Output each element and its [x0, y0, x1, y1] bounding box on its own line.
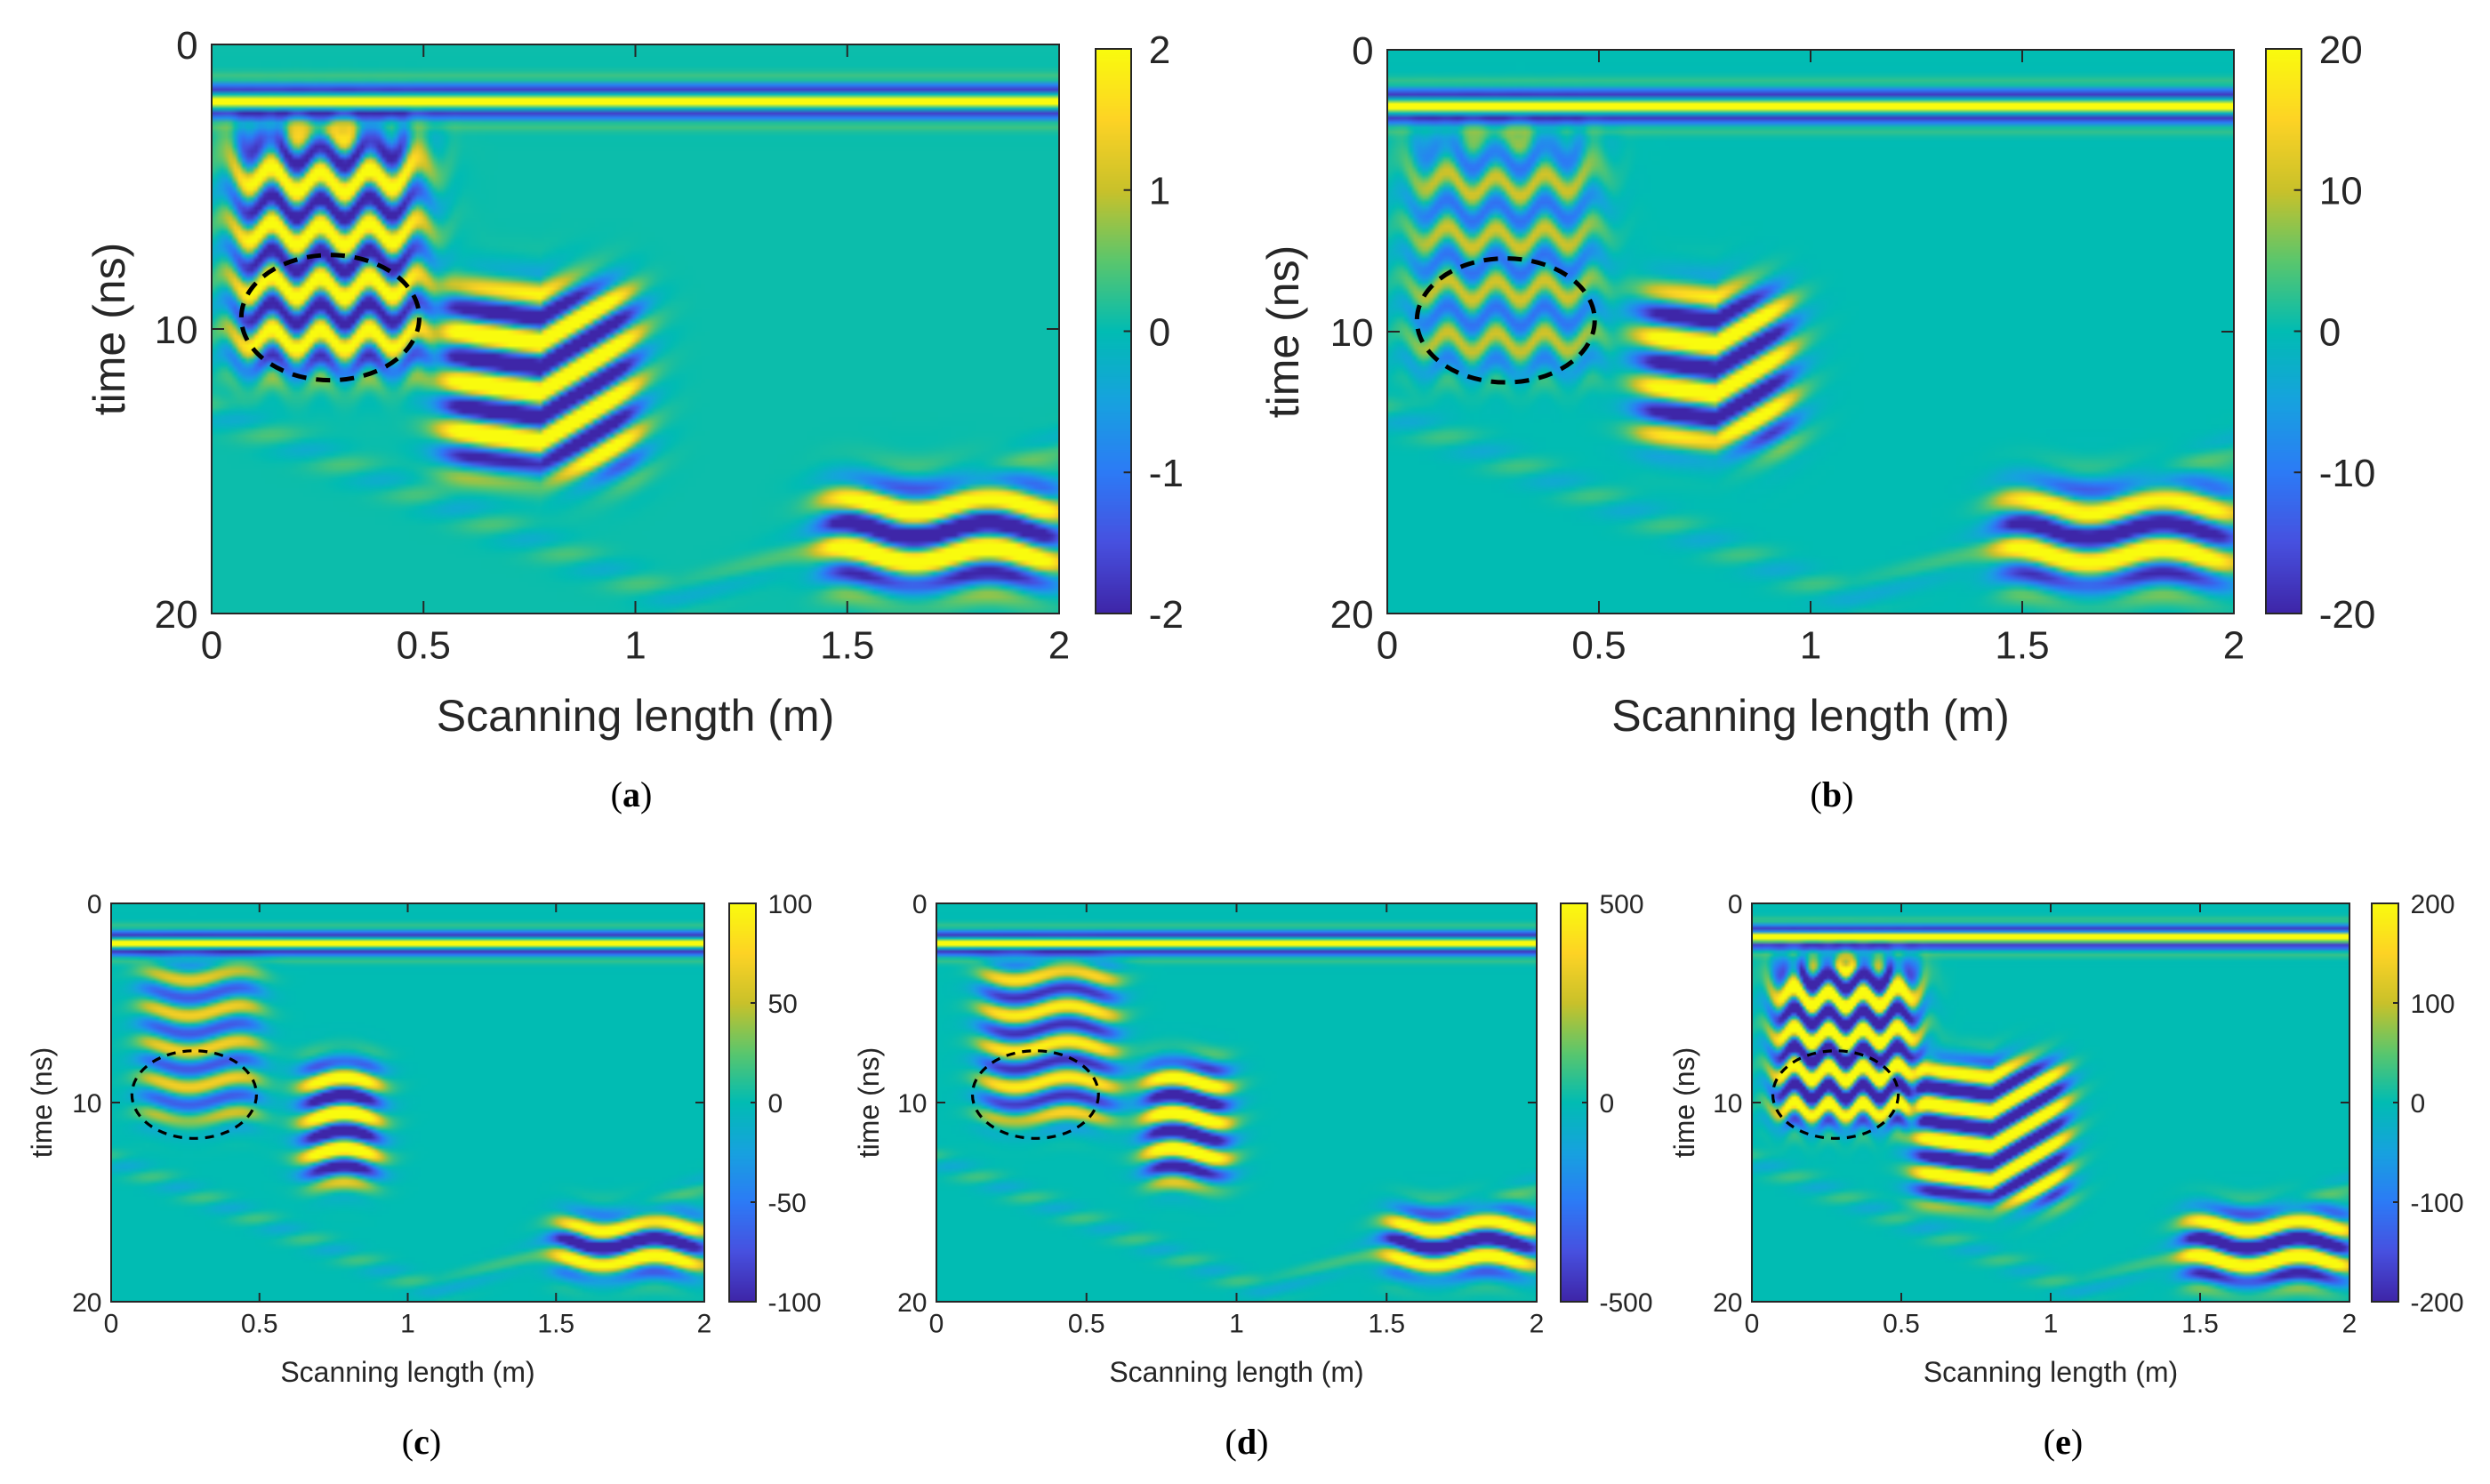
- y-tick-label: 20: [72, 1288, 101, 1318]
- x-tick-label: 1.5: [537, 1310, 574, 1339]
- colorbar-tick-label: -10: [2319, 452, 2376, 495]
- colorbar-tick-label: 0: [1600, 1089, 1615, 1119]
- colorbar-tick-label: -200: [2411, 1288, 2464, 1318]
- y-axis-label: time (ns): [1258, 245, 1308, 418]
- y-tick-label: 0: [1352, 29, 1373, 73]
- colorbar-tick-label: 0: [768, 1089, 783, 1119]
- y-tick-label: 10: [1330, 311, 1374, 355]
- ellipse-annotation-a: [238, 253, 422, 383]
- x-tick-label: 0: [201, 624, 222, 668]
- colorbar-tick-label: -500: [1600, 1288, 1653, 1318]
- x-tick-label: 0.5: [1883, 1310, 1920, 1339]
- caption-a: (a): [610, 774, 653, 814]
- x-tick-label: 1: [624, 624, 646, 668]
- x-tick-label: 0.5: [1571, 624, 1626, 668]
- colorbar-tick-label: -100: [2411, 1189, 2464, 1218]
- x-axis-label: Scanning length (m): [1611, 691, 2009, 741]
- caption-letter-a: a: [622, 774, 640, 814]
- x-axis-label: Scanning length (m): [437, 691, 834, 741]
- x-tick-label: 0.5: [241, 1310, 278, 1339]
- caption-letter-c: c: [414, 1422, 430, 1462]
- heatmap-b: [1387, 50, 2234, 614]
- x-tick-label: 2: [2223, 624, 2245, 668]
- colorbar-tick-label: -20: [2319, 593, 2376, 637]
- ellipse-annotation-d: [970, 1049, 1100, 1140]
- x-tick-label: 0.5: [1068, 1310, 1105, 1339]
- x-tick-label: 2: [1048, 624, 1070, 668]
- y-tick-label: 20: [897, 1288, 927, 1318]
- y-tick-label: 20: [1330, 593, 1374, 637]
- x-tick-label: 0: [104, 1310, 119, 1339]
- y-tick-label: 20: [1713, 1288, 1742, 1318]
- x-tick-label: 1: [1800, 624, 1821, 668]
- colorbar-tick-label: 2: [1149, 28, 1170, 72]
- y-tick-label: 10: [72, 1089, 101, 1119]
- caption-b: (b): [1810, 774, 1854, 814]
- x-tick-label: 1.5: [1368, 1310, 1405, 1339]
- y-axis-label: time (ns): [1668, 1047, 1700, 1158]
- colorbar-tick-label: 500: [1600, 890, 1644, 919]
- colorbar-tick-label: 50: [768, 990, 798, 1019]
- colorbar-tick-label: -1: [1149, 452, 1184, 495]
- heatmap-c: [111, 903, 704, 1302]
- y-tick-label: 0: [176, 24, 197, 68]
- x-tick-label: 0: [1745, 1310, 1760, 1339]
- y-tick-label: 20: [155, 593, 198, 637]
- x-tick-label: 0: [929, 1310, 944, 1339]
- x-tick-label: 2: [1530, 1310, 1545, 1339]
- y-tick-label: 0: [1728, 890, 1743, 919]
- caption-c: (c): [401, 1422, 442, 1462]
- ellipse-annotation-b: [1414, 256, 1597, 385]
- y-tick-label: 0: [87, 890, 102, 919]
- y-tick-label: 0: [912, 890, 928, 919]
- ellipse-annotation-c: [130, 1049, 259, 1140]
- x-tick-label: 1: [2044, 1310, 2059, 1339]
- x-tick-label: 1: [1229, 1310, 1244, 1339]
- colorbar-tick-label: 100: [2411, 990, 2455, 1019]
- caption-letter-d: d: [1236, 1422, 1257, 1462]
- colorbar-tick-label: 20: [2319, 28, 2363, 72]
- y-tick-label: 10: [155, 309, 198, 352]
- y-axis-label: time (ns): [26, 1047, 58, 1158]
- colorbar-tick-label: 100: [768, 890, 813, 919]
- x-tick-label: 1.5: [2181, 1310, 2219, 1339]
- heatmap-d: [936, 903, 1537, 1302]
- caption-letter-e: e: [2055, 1422, 2071, 1462]
- colorbar-tick-label: 0: [2411, 1089, 2426, 1119]
- caption-d: (d): [1225, 1422, 1269, 1462]
- x-tick-label: 1: [400, 1310, 415, 1339]
- colorbar-tick-label: 0: [2319, 310, 2341, 354]
- colorbar-tick-label: 10: [2319, 170, 2363, 213]
- colorbar-tick-label: -50: [768, 1189, 807, 1218]
- y-tick-label: 10: [897, 1089, 927, 1119]
- caption-e: (e): [2043, 1422, 2084, 1462]
- x-tick-label: 0.5: [397, 624, 451, 668]
- y-tick-label: 10: [1713, 1089, 1742, 1119]
- x-tick-label: 2: [2342, 1310, 2357, 1339]
- heatmap-a: [212, 44, 1059, 614]
- x-tick-label: 1.5: [1995, 624, 2049, 668]
- x-tick-label: 0: [1377, 624, 1398, 668]
- x-tick-label: 1.5: [820, 624, 874, 668]
- colorbar-tick-label: 200: [2411, 890, 2455, 919]
- colorbar-tick-label: 1: [1149, 170, 1170, 213]
- y-axis-label: time (ns): [84, 243, 134, 415]
- colorbar-tick-label: -100: [768, 1288, 822, 1318]
- heatmap-e: [1752, 903, 2349, 1302]
- x-tick-label: 2: [697, 1310, 712, 1339]
- x-axis-label: Scanning length (m): [1924, 1356, 2178, 1388]
- x-axis-label: Scanning length (m): [280, 1356, 534, 1388]
- caption-letter-b: b: [1821, 774, 1843, 814]
- ellipse-annotation-e: [1771, 1049, 1900, 1140]
- x-axis-label: Scanning length (m): [1109, 1356, 1363, 1388]
- colorbar-tick-label: -2: [1149, 593, 1184, 637]
- y-axis-label: time (ns): [853, 1047, 885, 1158]
- colorbar-tick-label: 0: [1149, 310, 1170, 354]
